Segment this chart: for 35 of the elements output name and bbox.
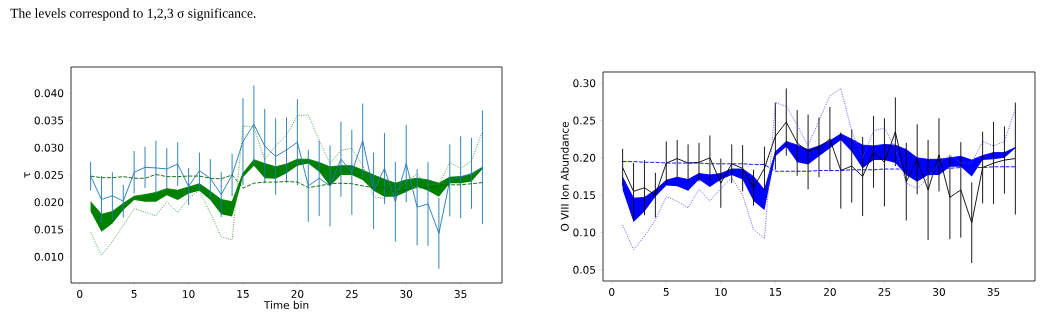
y-tick-label: 0.10 [573,228,596,237]
y-tick-label: 0.015 [34,225,64,234]
x-tick-label: 10 [183,290,195,298]
y-tick-label: 0.30 [573,79,596,88]
x-tick-label: 20 [291,290,304,298]
y-tick-label: 0.035 [34,116,64,125]
y-tick-label: 0.05 [573,265,596,274]
y-tick-label: 0.25 [573,116,596,125]
y-tick-label: 0.020 [34,198,64,207]
text: The levels correspond to 1,2,3 σ significance. [10,8,256,21]
y-tick-label: 0.15 [573,191,596,200]
x-tick-label: 15 [237,290,249,298]
x-tick-label: 10 [715,288,727,296]
x-tick-label: 35 [987,288,1000,296]
y-axis-title: τ [24,172,31,178]
x-tick-label: 0 [77,290,83,298]
line-series [622,87,1016,251]
x-tick-label: 0 [609,288,615,296]
x-tick-label: 15 [769,288,782,296]
y-tick-label: 0.025 [34,171,64,179]
y-tick-label: 0.010 [34,252,64,261]
x-axis-title: Time bin [263,300,309,309]
y-tick-label: 0.040 [34,89,64,98]
x-tick-label: 5 [131,290,137,298]
x-tick-label: 25 [878,288,891,296]
y-tick-label: 0.030 [34,143,64,152]
x-tick-label: 30 [400,290,413,298]
x-tick-label: 35 [454,290,467,298]
x-tick-label: 30 [933,288,945,296]
y-axis-title: O VIII Ion Abundance [560,122,569,231]
x-tick-label: 20 [823,288,836,296]
x-tick-label: 25 [345,290,358,298]
y-tick-label: 0.20 [573,153,596,162]
x-tick-label: 5 [663,288,669,296]
line-series [90,114,483,256]
